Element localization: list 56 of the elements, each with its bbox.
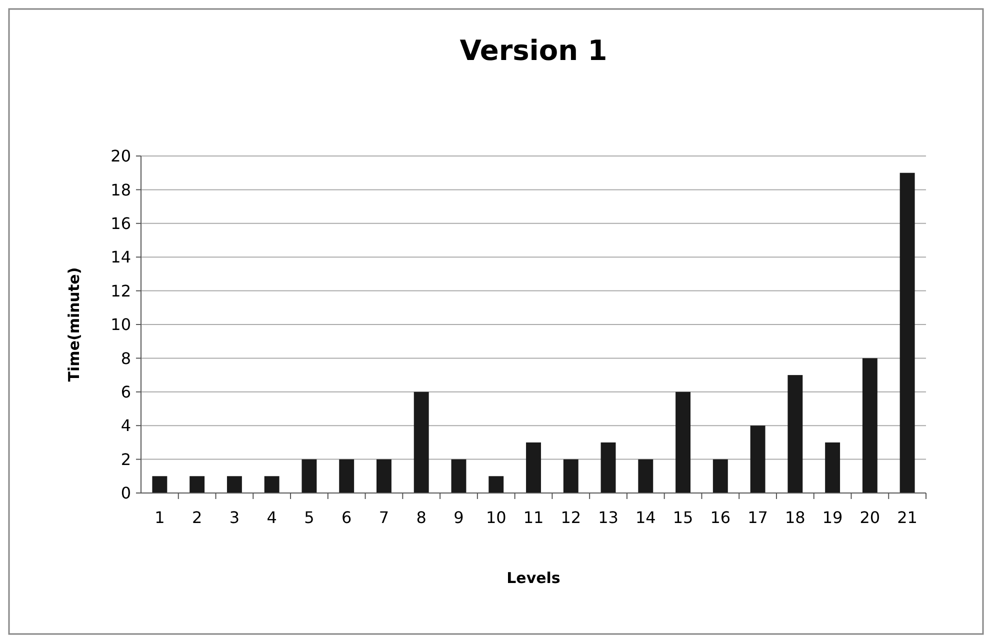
x-tick-label: 16 <box>710 508 731 527</box>
x-axis-title: Levels <box>506 569 560 587</box>
x-tick-label: 2 <box>192 508 202 527</box>
x-tick-label: 11 <box>523 508 544 527</box>
bar <box>600 442 616 493</box>
bar <box>302 459 317 493</box>
bar <box>862 358 878 493</box>
y-tick-label: 12 <box>110 281 131 300</box>
y-tick-label: 8 <box>120 348 131 368</box>
x-tick-label: 7 <box>378 508 390 527</box>
y-tick-label: 18 <box>110 180 131 200</box>
x-tick-label: 5 <box>304 508 314 527</box>
x-tick-label: 21 <box>897 508 918 527</box>
bar <box>750 426 766 493</box>
bar <box>152 476 168 493</box>
y-tick-label: 0 <box>120 484 131 503</box>
bar <box>190 476 205 493</box>
x-tick-label: 20 <box>860 508 880 527</box>
y-tick-label: 10 <box>110 315 131 334</box>
x-tick-label: 10 <box>486 508 506 527</box>
y-tick-label: 16 <box>110 214 131 233</box>
x-tick-label: 14 <box>635 508 656 527</box>
x-tick-label: 17 <box>748 508 768 527</box>
y-tick-label: 6 <box>120 382 131 402</box>
bar <box>638 459 654 493</box>
y-tick-label: 4 <box>120 416 131 436</box>
bar <box>414 392 429 493</box>
bar <box>526 442 541 493</box>
x-tick-label: 6 <box>342 508 352 527</box>
bar <box>712 459 728 493</box>
bar <box>264 476 280 493</box>
y-tick-label: 14 <box>110 248 131 267</box>
x-tick-label: 19 <box>822 508 843 527</box>
bar <box>488 476 504 493</box>
x-tick-label: 9 <box>454 508 464 527</box>
x-tick-label: 18 <box>784 508 806 527</box>
bar <box>339 459 354 493</box>
x-tick-label: 1 <box>154 508 165 527</box>
x-tick-label: 8 <box>416 508 426 527</box>
bar <box>451 459 466 493</box>
bar <box>226 476 242 493</box>
bar <box>676 392 690 493</box>
x-tick-label: 3 <box>229 508 240 527</box>
x-tick-label: 13 <box>598 508 618 527</box>
bar <box>563 459 578 493</box>
bar <box>376 459 392 493</box>
bar <box>900 172 915 493</box>
x-tick-label: 12 <box>560 508 582 527</box>
chart-title: Version 1 <box>460 34 608 67</box>
x-tick-label: 4 <box>266 508 277 527</box>
y-tick-label: 2 <box>120 450 131 469</box>
bar <box>788 375 803 493</box>
bar <box>825 442 840 493</box>
x-tick-label: 15 <box>672 508 694 527</box>
y-tick-label: 20 <box>110 146 131 166</box>
y-axis-title: Time(minute) <box>65 267 83 382</box>
